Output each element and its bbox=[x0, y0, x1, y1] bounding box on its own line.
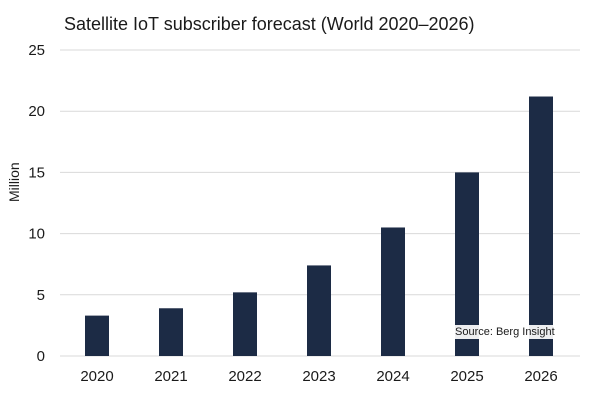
x-tick-label: 2022 bbox=[228, 368, 261, 385]
y-tick-label: 20 bbox=[28, 103, 45, 120]
bars bbox=[85, 96, 553, 357]
y-tick-labels: 0 5 10 15 20 25 bbox=[28, 42, 45, 365]
bar-2024 bbox=[381, 227, 405, 356]
x-tick-label: 2025 bbox=[450, 368, 483, 385]
bar-2022 bbox=[233, 292, 257, 356]
bar-2026 bbox=[529, 96, 553, 357]
x-tick-labels: 2020 2021 2022 2023 2024 2025 2026 bbox=[80, 368, 557, 385]
x-tick-label: 2023 bbox=[302, 368, 335, 385]
source-note: Source: Berg Insight bbox=[453, 325, 557, 339]
bar-2023 bbox=[307, 265, 331, 356]
x-tick-label: 2026 bbox=[524, 368, 557, 385]
x-tick-label: 2024 bbox=[376, 368, 409, 385]
bar-2021 bbox=[159, 308, 183, 356]
bar-2020 bbox=[85, 315, 109, 356]
y-tick-label: 0 bbox=[37, 348, 45, 365]
x-tick-label: 2020 bbox=[80, 368, 113, 385]
chart-title: Satellite IoT subscriber forecast (World… bbox=[64, 14, 475, 34]
x-tick-label: 2021 bbox=[154, 368, 187, 385]
y-tick-label: 5 bbox=[37, 287, 45, 304]
y-tick-label: 15 bbox=[28, 164, 45, 181]
y-tick-label: 10 bbox=[28, 226, 45, 243]
y-tick-label: 25 bbox=[28, 42, 45, 59]
